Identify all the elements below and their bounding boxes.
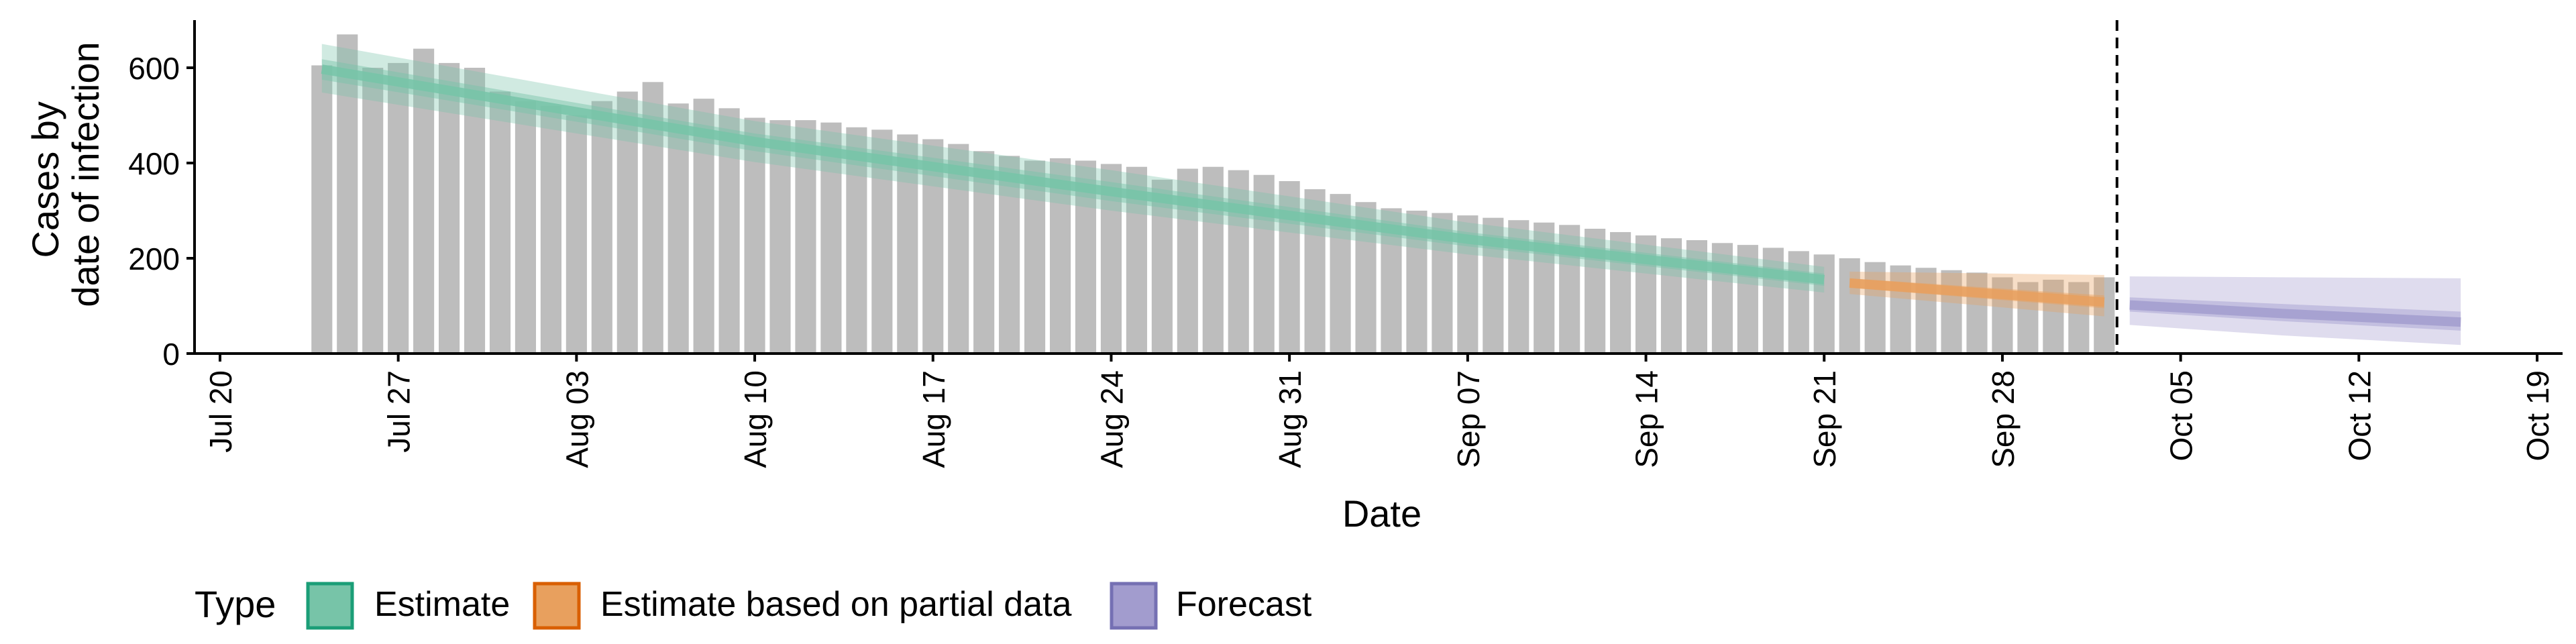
bar-2020-08-01 [515,101,537,354]
legend-label-partial: Estimate based on partial data [600,585,1072,624]
bar-2020-08-18 [948,144,969,354]
x-tick-label-2020-09-14: Sep 14 [1629,370,1664,468]
bar-2020-09-21 [1813,254,1835,354]
bar-2020-08-11 [769,120,791,354]
bar-2020-09-25 [1915,268,1937,354]
bar-2020-08-16 [897,134,918,354]
bar-2020-09-22 [1839,258,1860,354]
x-tick-label-2020-07-20: Jul 20 [203,370,238,453]
x-tick-label-2020-09-07: Sep 07 [1451,370,1486,468]
bar-2020-08-07 [667,103,689,354]
legend-key-forecast [1110,582,1158,630]
bar-2020-07-26 [362,68,384,354]
x-tick-label-2020-08-03: Aug 03 [559,370,594,468]
x-ticks: Jul 20 Jul 27 Aug 03 Aug 10 Aug 17 Aug 24 Aug … [203,354,2555,468]
bar-2020-08-02 [540,105,561,354]
bar-2020-08-30 [1253,174,1275,354]
bar-2020-08-10 [744,117,765,354]
estimate-ribbon-90 [321,44,1825,293]
bar-2020-08-15 [871,129,893,354]
bar-2020-09-18 [1737,245,1758,354]
bar-2020-08-12 [795,120,816,354]
bar-2020-09-17 [1711,243,1733,354]
bar-2020-08-28 [1202,166,1224,354]
x-tick-label-2020-08-17: Aug 17 [916,370,951,468]
bar-2020-09-27 [1966,272,1988,354]
bar-2020-09-24 [1890,265,1911,354]
x-tick-label-2020-08-24: Aug 24 [1094,370,1129,468]
legend: Type Estimate Estimate based on partial … [195,582,1312,630]
x-tick-label-2020-08-31: Aug 31 [1273,370,1307,468]
ribbons-layer [321,44,2461,345]
y-axis-title: Cases by date of infection [24,42,107,307]
bar-2020-09-20 [1788,251,1809,354]
bar-2020-09-30 [2043,279,2064,354]
bar-2020-10-02 [2094,277,2115,354]
bar-2020-07-25 [337,34,358,354]
y-axis-title-line-1: Cases by [24,101,66,258]
legend-key-estimate [306,582,354,630]
y-ticks: 0 200 400 600 [128,51,195,372]
bar-2020-07-27 [388,62,409,354]
bar-2020-08-17 [922,139,944,354]
bar-2020-09-23 [1864,262,1886,354]
x-tick-label-2020-10-12: Oct 12 [2342,370,2377,462]
estimate-median-line [321,64,1825,284]
x-tick-label-2020-10-19: Oct 19 [2520,370,2555,462]
bar-2020-08-08 [693,99,714,354]
bar-2020-08-20 [999,156,1020,354]
legend-label-estimate: Estimate [374,585,510,624]
y-axis-title-line-2: date of infection [64,42,107,307]
bar-2020-09-26 [1941,270,1962,354]
bar-2020-07-30 [464,68,486,354]
x-axis-title: Date [1342,492,1421,535]
y-tick-label-200: 200 [128,241,180,276]
bar-2020-08-29 [1228,170,1249,354]
bar-2020-08-19 [973,151,995,354]
bar-2020-07-24 [311,65,333,354]
bar-2020-07-31 [489,91,511,354]
y-tick-label-400: 400 [128,146,180,181]
bar-2020-09-16 [1686,240,1708,354]
bar-2020-08-14 [846,127,867,354]
y-tick-label-600: 600 [128,51,180,86]
x-tick-label-2020-07-27: Jul 27 [382,370,417,453]
bar-2020-08-13 [820,122,842,354]
legend-key-partial [533,582,581,630]
bar-2020-10-01 [2068,282,2090,354]
bar-2020-08-21 [1024,160,1046,354]
estimate-based-on-partial-data-median-line [1849,278,2105,307]
bar-2020-08-26 [1151,179,1173,354]
bar-2020-08-04 [591,101,612,354]
bar-2020-08-22 [1049,158,1071,354]
x-tick-label-2020-09-21: Sep 21 [1807,370,1842,468]
x-tick-label-2020-10-05: Oct 05 [2164,370,2199,462]
y-tick-label-0: 0 [162,337,180,372]
x-tick-label-2020-09-28: Sep 28 [1986,370,2021,468]
axes: 0 200 400 600 Jul 20 Jul 27 Aug 03 Aug 10 Aug 1… [128,20,2563,468]
x-tick-label-2020-08-10: Aug 10 [738,370,773,468]
bar-2020-07-29 [439,62,460,354]
bar-2020-09-19 [1762,248,1784,354]
forecast-median-line [2129,300,2461,327]
bar-2020-08-09 [718,108,740,354]
bar-2020-07-28 [413,48,435,354]
legend-label-forecast: Forecast [1176,585,1312,624]
legend-title: Type [195,583,276,625]
bar-2020-08-05 [616,91,638,354]
bar-2020-08-03 [566,115,587,354]
